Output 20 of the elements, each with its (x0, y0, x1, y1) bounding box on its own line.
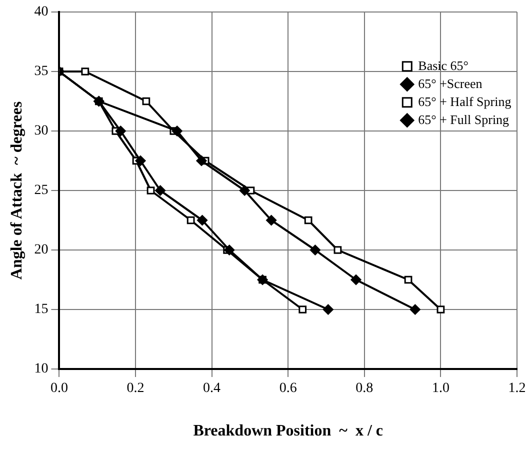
legend-label: 65° + Half Spring (418, 94, 512, 109)
y-tick-label: 25 (34, 183, 48, 198)
x-tick-label: 0.0 (50, 381, 68, 396)
x-axis-title: Breakdown Position ~ x / c (193, 422, 384, 440)
y-tick-label: 30 (34, 124, 48, 139)
y-axis-title: Angle of Attack ~ degrees (8, 101, 26, 280)
y-tick-label: 40 (34, 4, 48, 20)
x-tick-label: 0.8 (356, 381, 374, 396)
y-tick-label: 15 (34, 302, 48, 318)
legend-label: 65° + Full Spring (418, 112, 510, 127)
x-tick-label: 0.2 (126, 381, 144, 396)
y-tick-label: 35 (34, 64, 48, 80)
legend-label: 65° +Screen (418, 76, 483, 91)
x-tick-label: 0.4 (203, 381, 221, 396)
x-tick-label: 1.2 (508, 381, 526, 396)
legend-label: Basic 65° (418, 58, 468, 73)
x-tick-label: 0.6 (279, 381, 297, 396)
x-tick-label: 1.0 (432, 381, 450, 396)
y-tick-label: 20 (34, 242, 48, 258)
y-tick-label: 10 (34, 362, 48, 377)
